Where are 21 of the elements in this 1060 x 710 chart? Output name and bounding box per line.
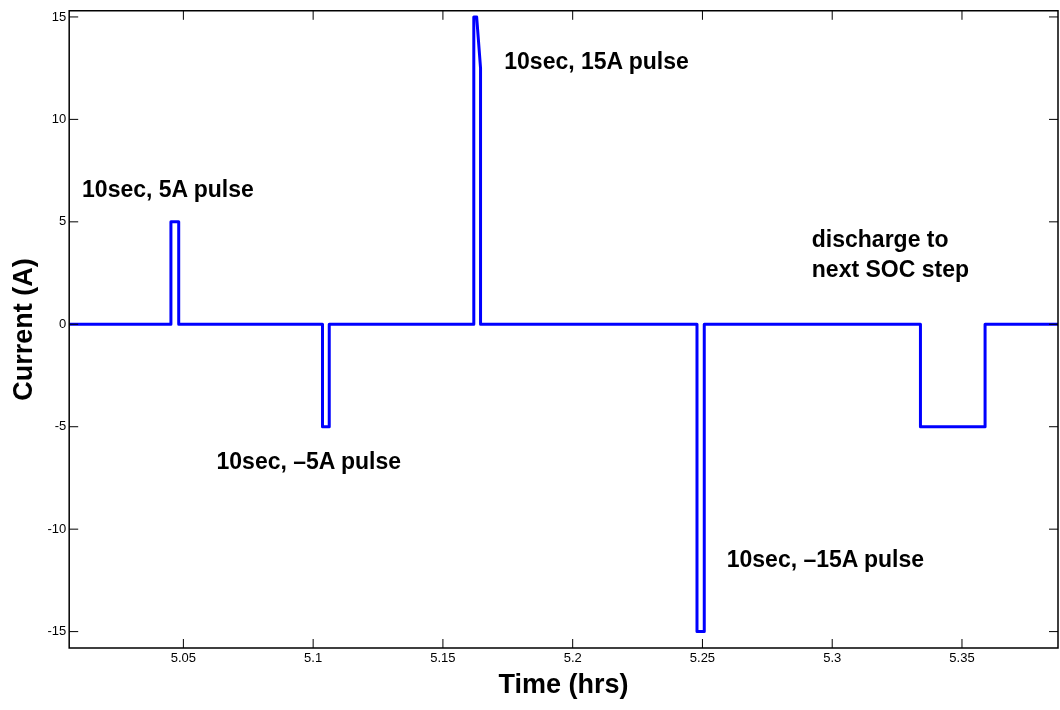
y-tick-label: 15	[51, 8, 67, 24]
y-tick-label: 10	[51, 110, 67, 126]
annotation: 10sec, –15A pulse	[726, 546, 925, 573]
x-tick-label: 5.15	[430, 650, 456, 666]
y-tick-label: -15	[47, 623, 67, 639]
annotation: 10sec, 5A pulse	[82, 175, 254, 202]
x-tick-label: 5.1	[304, 650, 323, 666]
y-tick-label: 5	[58, 213, 67, 229]
x-tick-label: 5.3	[823, 650, 842, 666]
y-tick-label: -10	[47, 520, 67, 536]
annotation: 10sec, –5A pulse	[216, 447, 402, 474]
x-axis-title: Time (hrs)	[498, 669, 629, 700]
y-tick-label: 0	[58, 315, 67, 331]
y-tick-label: -5	[54, 418, 67, 434]
annotation: 10sec, 15A pulse	[504, 48, 689, 75]
x-tick-label: 5.35	[949, 650, 975, 666]
x-tick-label: 5.25	[689, 650, 716, 666]
x-tick-label: 5.2	[563, 650, 582, 666]
annotation: discharge to next SOC step	[811, 226, 969, 283]
y-axis-title: Current (A)	[7, 258, 38, 401]
x-tick-label: 5.05	[170, 650, 197, 666]
